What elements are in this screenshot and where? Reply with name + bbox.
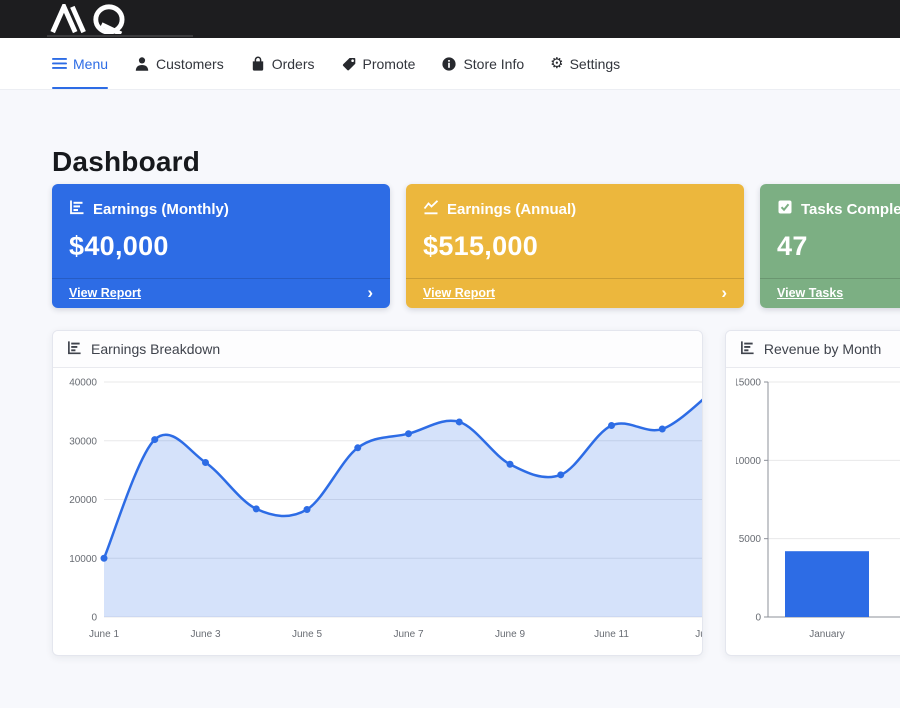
nav-item-store-info[interactable]: Store Info (441, 38, 524, 90)
svg-text:15000: 15000 (736, 378, 761, 389)
svg-text:10000: 10000 (736, 456, 761, 467)
earnings-line-chart: 0 10000 20000 30000 40000 June 1 June 3 June 5 J… (69, 378, 703, 640)
line-chart-icon (423, 199, 439, 219)
stat-cards-row: Earnings (Monthly) $40,000 View Report › (52, 184, 900, 308)
svg-text:June 11: June 11 (594, 629, 629, 640)
gear-icon: ⚙ (550, 54, 564, 72)
check-square-icon (777, 199, 793, 219)
stat-card-value: 47 (777, 231, 808, 261)
svg-text:January: January (809, 629, 845, 640)
nav-item-settings[interactable]: ⚙ Settings (550, 38, 620, 90)
view-report-link[interactable]: View Report (423, 286, 496, 300)
earnings-breakdown-card: Earnings Breakdown 0 10000 20000 30000 40000… (52, 330, 703, 656)
bar-chart-icon (69, 199, 85, 219)
svg-text:June 1: June 1 (89, 629, 119, 640)
svg-text:June 7: June 7 (393, 629, 423, 640)
nav-item-customers[interactable]: Customers (134, 38, 224, 90)
nav-item-label: Menu (73, 55, 109, 72)
nav-item-promote[interactable]: Promote (341, 38, 416, 90)
page-title: Dashboard (52, 146, 201, 177)
brand-underline (47, 35, 193, 37)
stat-card-title: Earnings (Annual) (447, 200, 577, 218)
nav-item-orders[interactable]: Orders (250, 38, 315, 90)
chart-card-title: Earnings Breakdown (91, 341, 221, 357)
chevron-right-icon[interactable]: › (721, 283, 727, 302)
view-tasks-link[interactable]: View Tasks (777, 286, 844, 300)
revenue-by-month-card: Revenue by Month 0 5000 10000 15000 January (724, 330, 900, 656)
nav-item-label: Settings (569, 55, 621, 72)
bar-chart-icon (740, 340, 755, 358)
bar-chart-icon (67, 340, 82, 358)
tag-icon (341, 56, 357, 72)
nav-item-label: Store Info (463, 55, 525, 72)
chart-card-title: Revenue by Month (763, 341, 882, 357)
stat-card-value: $515,000 (423, 231, 539, 261)
bag-icon (250, 56, 266, 72)
svg-text:0: 0 (755, 613, 761, 624)
svg-text:June 9: June 9 (495, 629, 525, 640)
nav-item-label: Promote (362, 55, 416, 72)
logo-mq-icon[interactable] (47, 0, 139, 39)
nav-item-label: Orders (271, 55, 315, 72)
card-tasks-completed: Tasks Completed 47 View Tasks › (760, 184, 900, 308)
stat-card-title: Earnings (Monthly) (93, 200, 229, 218)
svg-text:20000: 20000 (69, 495, 97, 506)
info-icon (441, 56, 457, 72)
chevron-right-icon[interactable]: › (367, 283, 373, 302)
card-earnings-annual: Earnings (Annual) $515,000 View Report › (406, 184, 744, 308)
stat-card-title: Tasks Completed (801, 200, 900, 218)
svg-text:June 3: June 3 (190, 629, 220, 640)
top-black-bar (0, 0, 900, 38)
charts-row: Earnings Breakdown 0 10000 20000 30000 40000… (52, 330, 900, 656)
svg-text:10000: 10000 (69, 554, 97, 565)
stat-card-value: $40,000 (69, 231, 169, 261)
revenue-bar-chart: 0 5000 10000 15000 January (733, 378, 900, 640)
svg-text:30000: 30000 (69, 436, 97, 447)
nav-item-menu[interactable]: Menu (52, 38, 109, 90)
hamburger-icon (52, 57, 67, 70)
main-navbar: Menu Customers Orders Promote (0, 38, 900, 90)
nav-item-label: Customers (156, 55, 224, 72)
svg-text:5000: 5000 (739, 534, 762, 545)
svg-text:40000: 40000 (69, 378, 97, 389)
svg-text:0: 0 (91, 613, 97, 624)
view-report-link[interactable]: View Report (69, 286, 142, 300)
svg-text:June 13: June 13 (695, 629, 703, 640)
person-icon (134, 56, 150, 72)
svg-text:June 5: June 5 (292, 629, 322, 640)
card-earnings-monthly: Earnings (Monthly) $40,000 View Report › (52, 184, 390, 308)
page-content: Dashboard Earnings (Monthly) $40,000 (0, 146, 900, 656)
